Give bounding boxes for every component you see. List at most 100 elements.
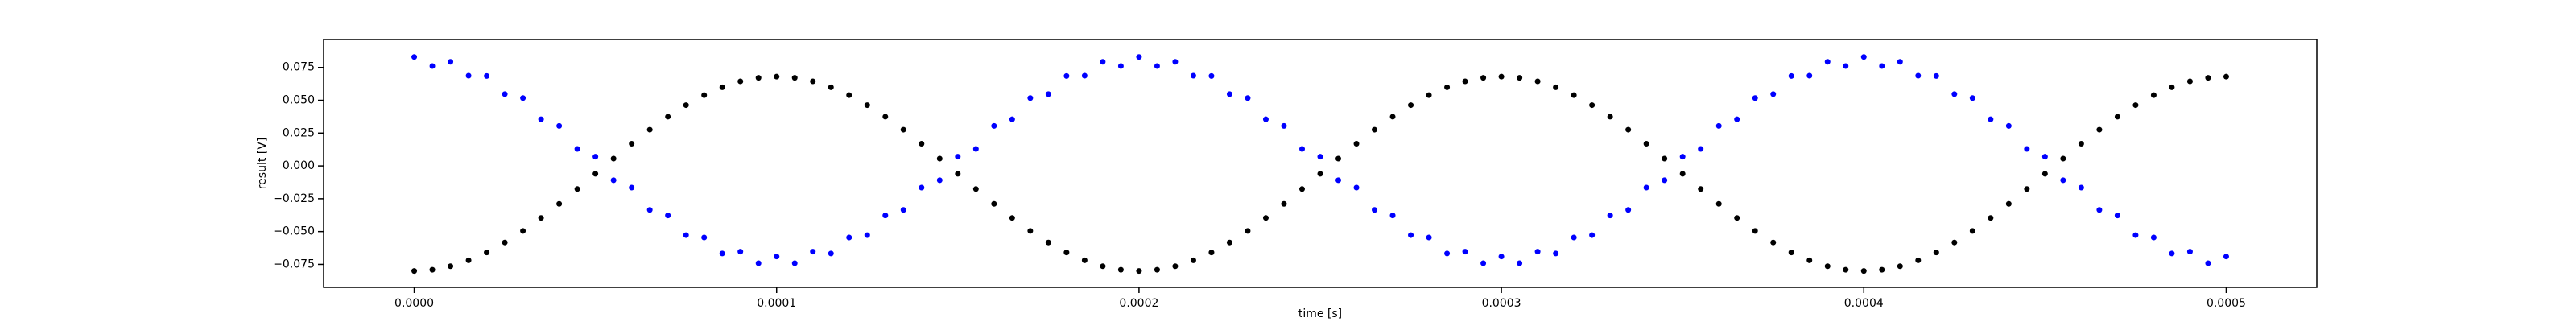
- point: [774, 73, 780, 80]
- point: [1643, 184, 1649, 191]
- point: [1734, 116, 1740, 122]
- point: [1208, 72, 1215, 79]
- point: [1553, 250, 1559, 257]
- x-axis-label: time [s]: [1298, 308, 1342, 320]
- point: [2005, 200, 2012, 207]
- x-tick-label: 0.0000: [394, 297, 434, 310]
- point: [791, 75, 798, 81]
- point: [846, 92, 852, 98]
- point: [429, 266, 436, 273]
- point: [2024, 186, 2030, 192]
- point: [683, 102, 689, 109]
- point: [1860, 54, 1867, 60]
- point: [484, 250, 490, 256]
- point: [629, 141, 635, 147]
- point: [502, 239, 508, 246]
- point: [556, 122, 563, 129]
- point: [448, 59, 454, 65]
- point: [810, 78, 816, 85]
- point: [1607, 213, 1613, 219]
- point: [1715, 122, 1722, 129]
- point: [502, 91, 508, 97]
- point: [755, 260, 762, 266]
- point: [810, 249, 816, 255]
- point: [1571, 92, 1577, 98]
- point: [1951, 91, 1958, 97]
- point: [1625, 126, 1632, 133]
- point: [646, 126, 653, 133]
- point: [864, 102, 870, 109]
- point: [991, 122, 997, 129]
- point: [520, 95, 526, 101]
- point: [1988, 215, 1994, 221]
- point: [665, 114, 671, 120]
- point: [1027, 95, 1034, 101]
- point: [864, 232, 870, 238]
- y-tick-label: 0.025: [283, 126, 315, 139]
- point: [828, 250, 834, 257]
- point: [1009, 215, 1015, 221]
- point: [1770, 239, 1777, 246]
- point: [1969, 228, 1975, 234]
- point: [1317, 154, 1323, 160]
- point: [2132, 232, 2139, 238]
- point: [1172, 59, 1179, 65]
- point: [1534, 249, 1541, 255]
- point: [1298, 186, 1305, 192]
- point: [972, 146, 979, 152]
- point: [1571, 234, 1577, 241]
- point: [538, 116, 544, 122]
- point: [701, 92, 708, 98]
- point: [448, 263, 454, 270]
- point: [1498, 73, 1505, 80]
- point: [737, 249, 744, 255]
- point: [1860, 268, 1867, 275]
- point: [828, 84, 834, 90]
- point: [1806, 72, 1813, 79]
- point: [1136, 268, 1142, 275]
- point: [1100, 263, 1106, 270]
- point: [882, 114, 889, 120]
- point: [1698, 146, 1704, 152]
- point: [1190, 72, 1196, 79]
- point: [919, 184, 925, 191]
- point: [411, 54, 418, 60]
- point: [1969, 95, 1975, 101]
- point: [556, 200, 563, 207]
- x-tick-label: 0.0003: [1482, 297, 1521, 310]
- y-axis-label: result [V]: [256, 138, 269, 190]
- point: [900, 126, 906, 133]
- point: [991, 200, 997, 207]
- point: [955, 171, 961, 177]
- x-tick-label: 0.0005: [2207, 297, 2246, 310]
- point: [1009, 116, 1015, 122]
- point: [2060, 155, 2066, 162]
- point: [2186, 78, 2193, 85]
- point: [1643, 141, 1649, 147]
- point: [1389, 213, 1396, 219]
- point: [1698, 186, 1704, 192]
- point: [1081, 72, 1088, 79]
- point: [2060, 177, 2066, 184]
- point: [1245, 95, 1251, 101]
- point: [592, 171, 599, 177]
- point: [2096, 207, 2103, 213]
- point: [1824, 263, 1831, 270]
- point: [701, 234, 708, 241]
- point: [1752, 95, 1758, 101]
- point: [429, 63, 436, 69]
- point: [737, 78, 744, 85]
- point: [972, 186, 979, 192]
- point: [936, 155, 943, 162]
- point: [1081, 257, 1088, 263]
- point: [2205, 75, 2211, 81]
- point: [1607, 114, 1613, 120]
- point: [1408, 232, 1414, 238]
- point: [1752, 228, 1758, 234]
- point: [1933, 72, 1939, 79]
- point: [574, 146, 580, 152]
- point: [919, 141, 925, 147]
- point: [2096, 126, 2103, 133]
- point: [646, 207, 653, 213]
